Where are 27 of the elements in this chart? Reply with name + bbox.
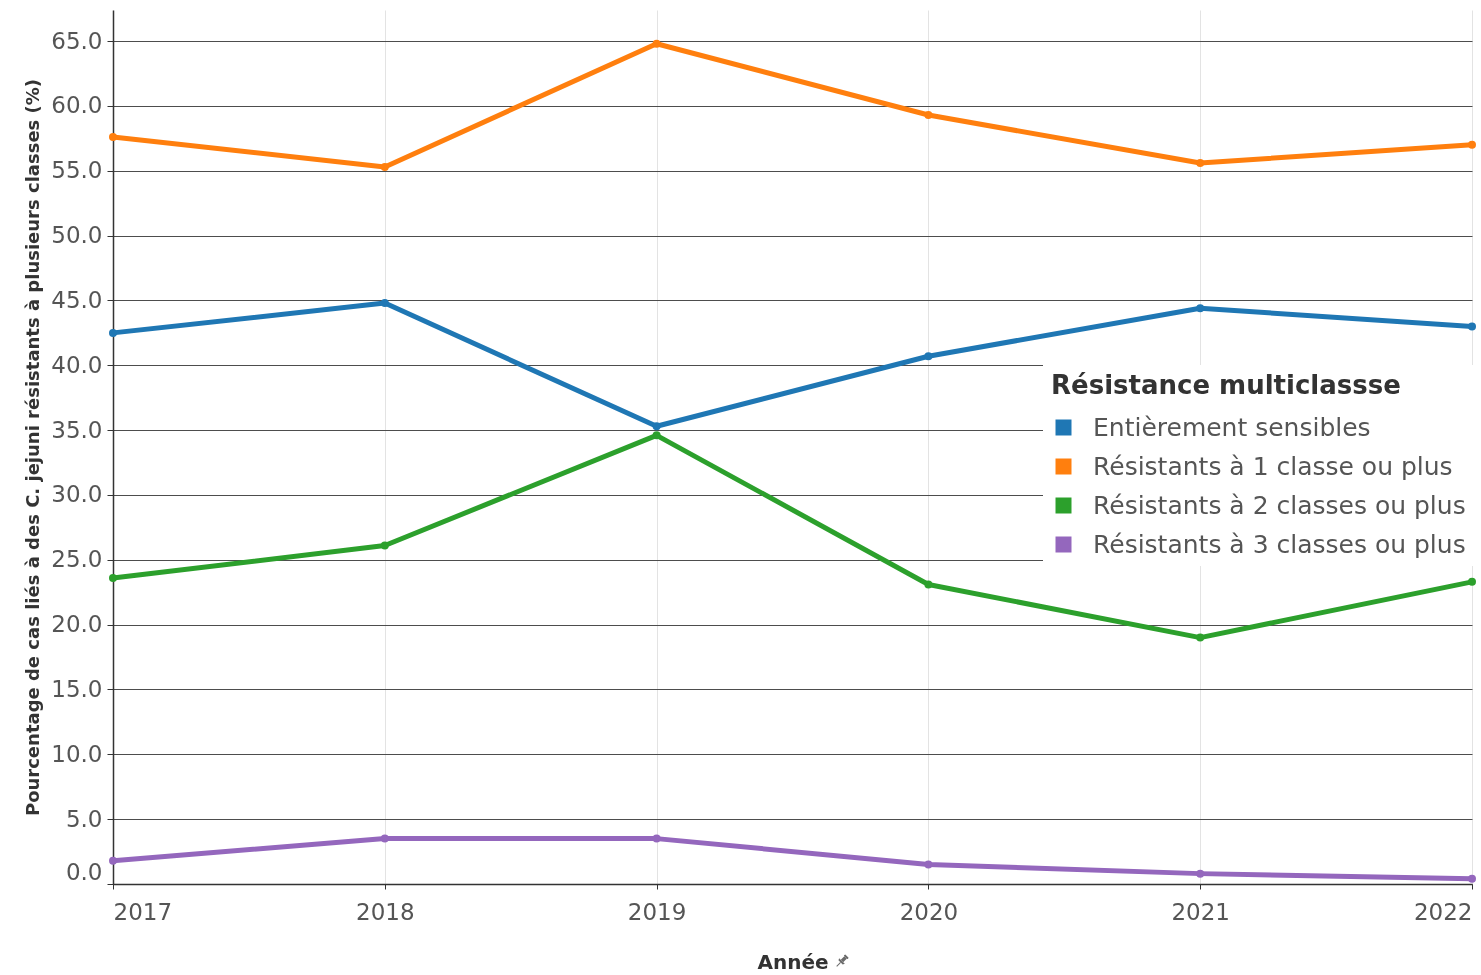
legend-label: Résistants à 1 classe ou plus (1093, 451, 1453, 481)
x-tick-label: 2022 (1413, 898, 1473, 925)
y-axis-title: Pourcentage de cas liés à des C. jejuni résistants à plusieurs classes (%) (22, 78, 44, 817)
y-tick-label: 0.0 (65, 858, 103, 885)
y-tick-label: 60.0 (51, 92, 103, 119)
y-tick-label: 35.0 (51, 416, 103, 443)
y-tick-label: 45.0 (51, 286, 103, 313)
y-tick-label: 10.0 (51, 740, 103, 767)
y-tick-label: 50.0 (51, 222, 103, 249)
x-tick-label: 2019 (627, 898, 687, 925)
y-tick-label: 20.0 (51, 611, 103, 638)
y-tick-label: 15.0 (51, 675, 103, 702)
y-tick-label: 65.0 (51, 27, 103, 54)
y-tick-label: 5.0 (65, 805, 103, 832)
y-tick-label: 30.0 (51, 481, 103, 508)
legend-label: Résistants à 2 classes ou plus (1093, 490, 1466, 520)
x-tick-label: 2017 (113, 898, 173, 925)
y-tick-label: 25.0 (51, 546, 103, 573)
x-tick-label: 2018 (356, 898, 415, 925)
legend-title: Résistance multiclassse (1051, 370, 1401, 400)
x-tick-label: 2020 (899, 898, 959, 925)
legend-label: Résistants à 3 classes ou plus (1093, 529, 1466, 559)
x-axis-title: Année (757, 949, 829, 974)
x-tick-label: 2021 (1171, 898, 1230, 925)
y-tick-label: 55.0 (51, 157, 103, 184)
y-tick-label: 40.0 (51, 351, 103, 378)
legend-label: Entièrement sensibles (1093, 412, 1371, 442)
